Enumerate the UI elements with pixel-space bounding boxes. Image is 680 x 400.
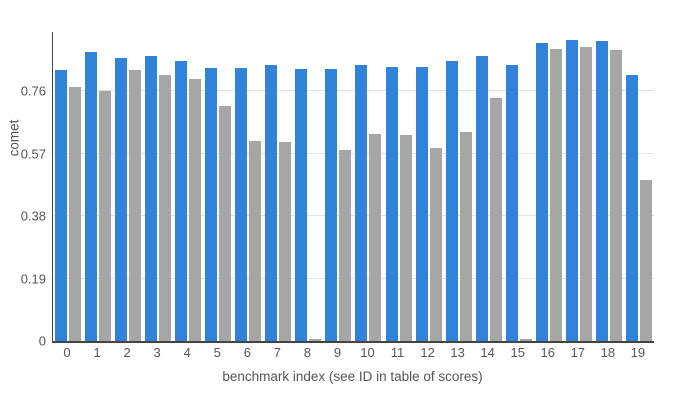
bar-series-blue-8[interactable]	[295, 69, 308, 341]
bar-series-gray-16[interactable]	[549, 49, 562, 341]
bar-series-blue-6[interactable]	[235, 68, 248, 341]
bar-series-blue-7[interactable]	[265, 64, 278, 341]
bar-series-gray-14[interactable]	[489, 97, 502, 341]
bar-group	[444, 32, 474, 341]
bar-group	[474, 32, 504, 341]
bar-series-blue-15[interactable]	[505, 64, 518, 341]
x-tick-label: 6	[243, 345, 251, 360]
x-tick-label: 10	[360, 345, 375, 360]
y-tick-label: 0	[38, 333, 46, 349]
bar-group	[173, 32, 203, 341]
bar-group	[113, 32, 143, 341]
bar-series-gray-13[interactable]	[459, 131, 472, 341]
bar-group	[323, 32, 353, 341]
bar-series-blue-17[interactable]	[565, 39, 578, 341]
x-tick-label: 2	[123, 345, 131, 360]
bar-series-gray-0[interactable]	[69, 87, 82, 341]
x-tick-label: 11	[390, 345, 405, 360]
bar-group	[143, 32, 173, 341]
x-tick-label: 9	[333, 345, 342, 360]
bar-series-blue-14[interactable]	[475, 55, 488, 341]
y-tick-label: 0.57	[20, 146, 46, 162]
bar-series-gray-18[interactable]	[609, 50, 622, 341]
bar-series-gray-10[interactable]	[369, 133, 382, 341]
bar-series-blue-18[interactable]	[595, 40, 608, 341]
bar-group	[624, 32, 654, 341]
bar-series-blue-16[interactable]	[535, 42, 548, 341]
bar-group	[293, 32, 323, 341]
bar-group	[384, 32, 414, 341]
plot-area	[52, 32, 654, 343]
bar-series-gray-2[interactable]	[129, 70, 142, 341]
y-tick-label: 0.19	[20, 271, 46, 287]
x-tick-label: 16	[540, 345, 555, 360]
bar-series-blue-5[interactable]	[205, 67, 218, 341]
bar-group	[594, 32, 624, 341]
bar-series-blue-10[interactable]	[355, 64, 368, 341]
x-tick-label: 18	[600, 345, 616, 360]
x-tick-label: 19	[630, 345, 646, 360]
bar-series-blue-11[interactable]	[385, 67, 398, 341]
bar-series-gray-3[interactable]	[159, 75, 172, 341]
x-tick-label: 3	[153, 345, 161, 360]
gridline	[53, 90, 654, 92]
bar-series-gray-19[interactable]	[639, 179, 652, 341]
x-tick-label: 12	[420, 345, 435, 360]
x-tick-label: 13	[450, 345, 465, 360]
bar-series-blue-1[interactable]	[85, 52, 98, 341]
y-tick-label: 0.76	[20, 83, 46, 99]
gridline	[53, 277, 654, 279]
bar-series-blue-4[interactable]	[175, 60, 188, 341]
bar-series-gray-6[interactable]	[249, 141, 262, 341]
bar-series-blue-2[interactable]	[115, 57, 128, 341]
bar-series-gray-15[interactable]	[519, 339, 532, 341]
bar-series-gray-7[interactable]	[279, 142, 292, 341]
bar-group	[414, 32, 444, 341]
bar-group	[83, 32, 113, 341]
y-tick-label: 0.38	[20, 208, 46, 224]
x-tick-label: 5	[213, 345, 221, 360]
bar-group	[263, 32, 293, 341]
bar-series-gray-4[interactable]	[189, 79, 202, 341]
bar-series-gray-17[interactable]	[579, 47, 592, 341]
x-tick-label: 0	[63, 345, 71, 360]
bar-groups	[53, 32, 654, 341]
bar-series-gray-1[interactable]	[99, 90, 112, 341]
x-tick-label: 4	[183, 345, 191, 360]
x-tick-label: 1	[93, 345, 101, 360]
bar-series-gray-9[interactable]	[339, 150, 352, 341]
gridline	[53, 215, 654, 217]
x-tick-label: 17	[570, 345, 586, 360]
bar-series-gray-11[interactable]	[399, 134, 412, 341]
bar-series-blue-13[interactable]	[445, 60, 458, 341]
x-tick-label: 14	[480, 345, 495, 360]
bar-group	[233, 32, 263, 341]
x-tick-label: 8	[303, 345, 312, 360]
y-axis-tick-labels: 0 0.19 0.38 0.57 0.76	[0, 32, 46, 349]
bar-series-blue-19[interactable]	[625, 74, 638, 341]
x-axis-tick-labels: 0 1 2 3 4 5 6 7 8 9 10 11 12 13 14 15 16 17 18 19	[52, 345, 653, 360]
bar-series-gray-5[interactable]	[219, 105, 232, 341]
bar-series-blue-9[interactable]	[325, 68, 338, 341]
gridline	[53, 152, 654, 154]
bar-series-blue-0[interactable]	[55, 70, 68, 341]
bar-group	[353, 32, 383, 341]
bar-series-blue-12[interactable]	[415, 66, 428, 341]
x-tick-label: 15	[510, 345, 525, 360]
bar-group	[53, 32, 83, 341]
bar-group	[504, 32, 534, 341]
x-tick-label: 7	[273, 345, 281, 360]
bar-group	[203, 32, 233, 341]
bar-series-blue-3[interactable]	[145, 55, 158, 341]
x-axis-title: benchmark index (see ID in table of scor…	[222, 369, 483, 384]
bar-series-gray-8[interactable]	[309, 339, 322, 341]
bar-group	[534, 32, 564, 341]
bar-series-gray-12[interactable]	[429, 148, 442, 341]
bar-group	[564, 32, 594, 341]
